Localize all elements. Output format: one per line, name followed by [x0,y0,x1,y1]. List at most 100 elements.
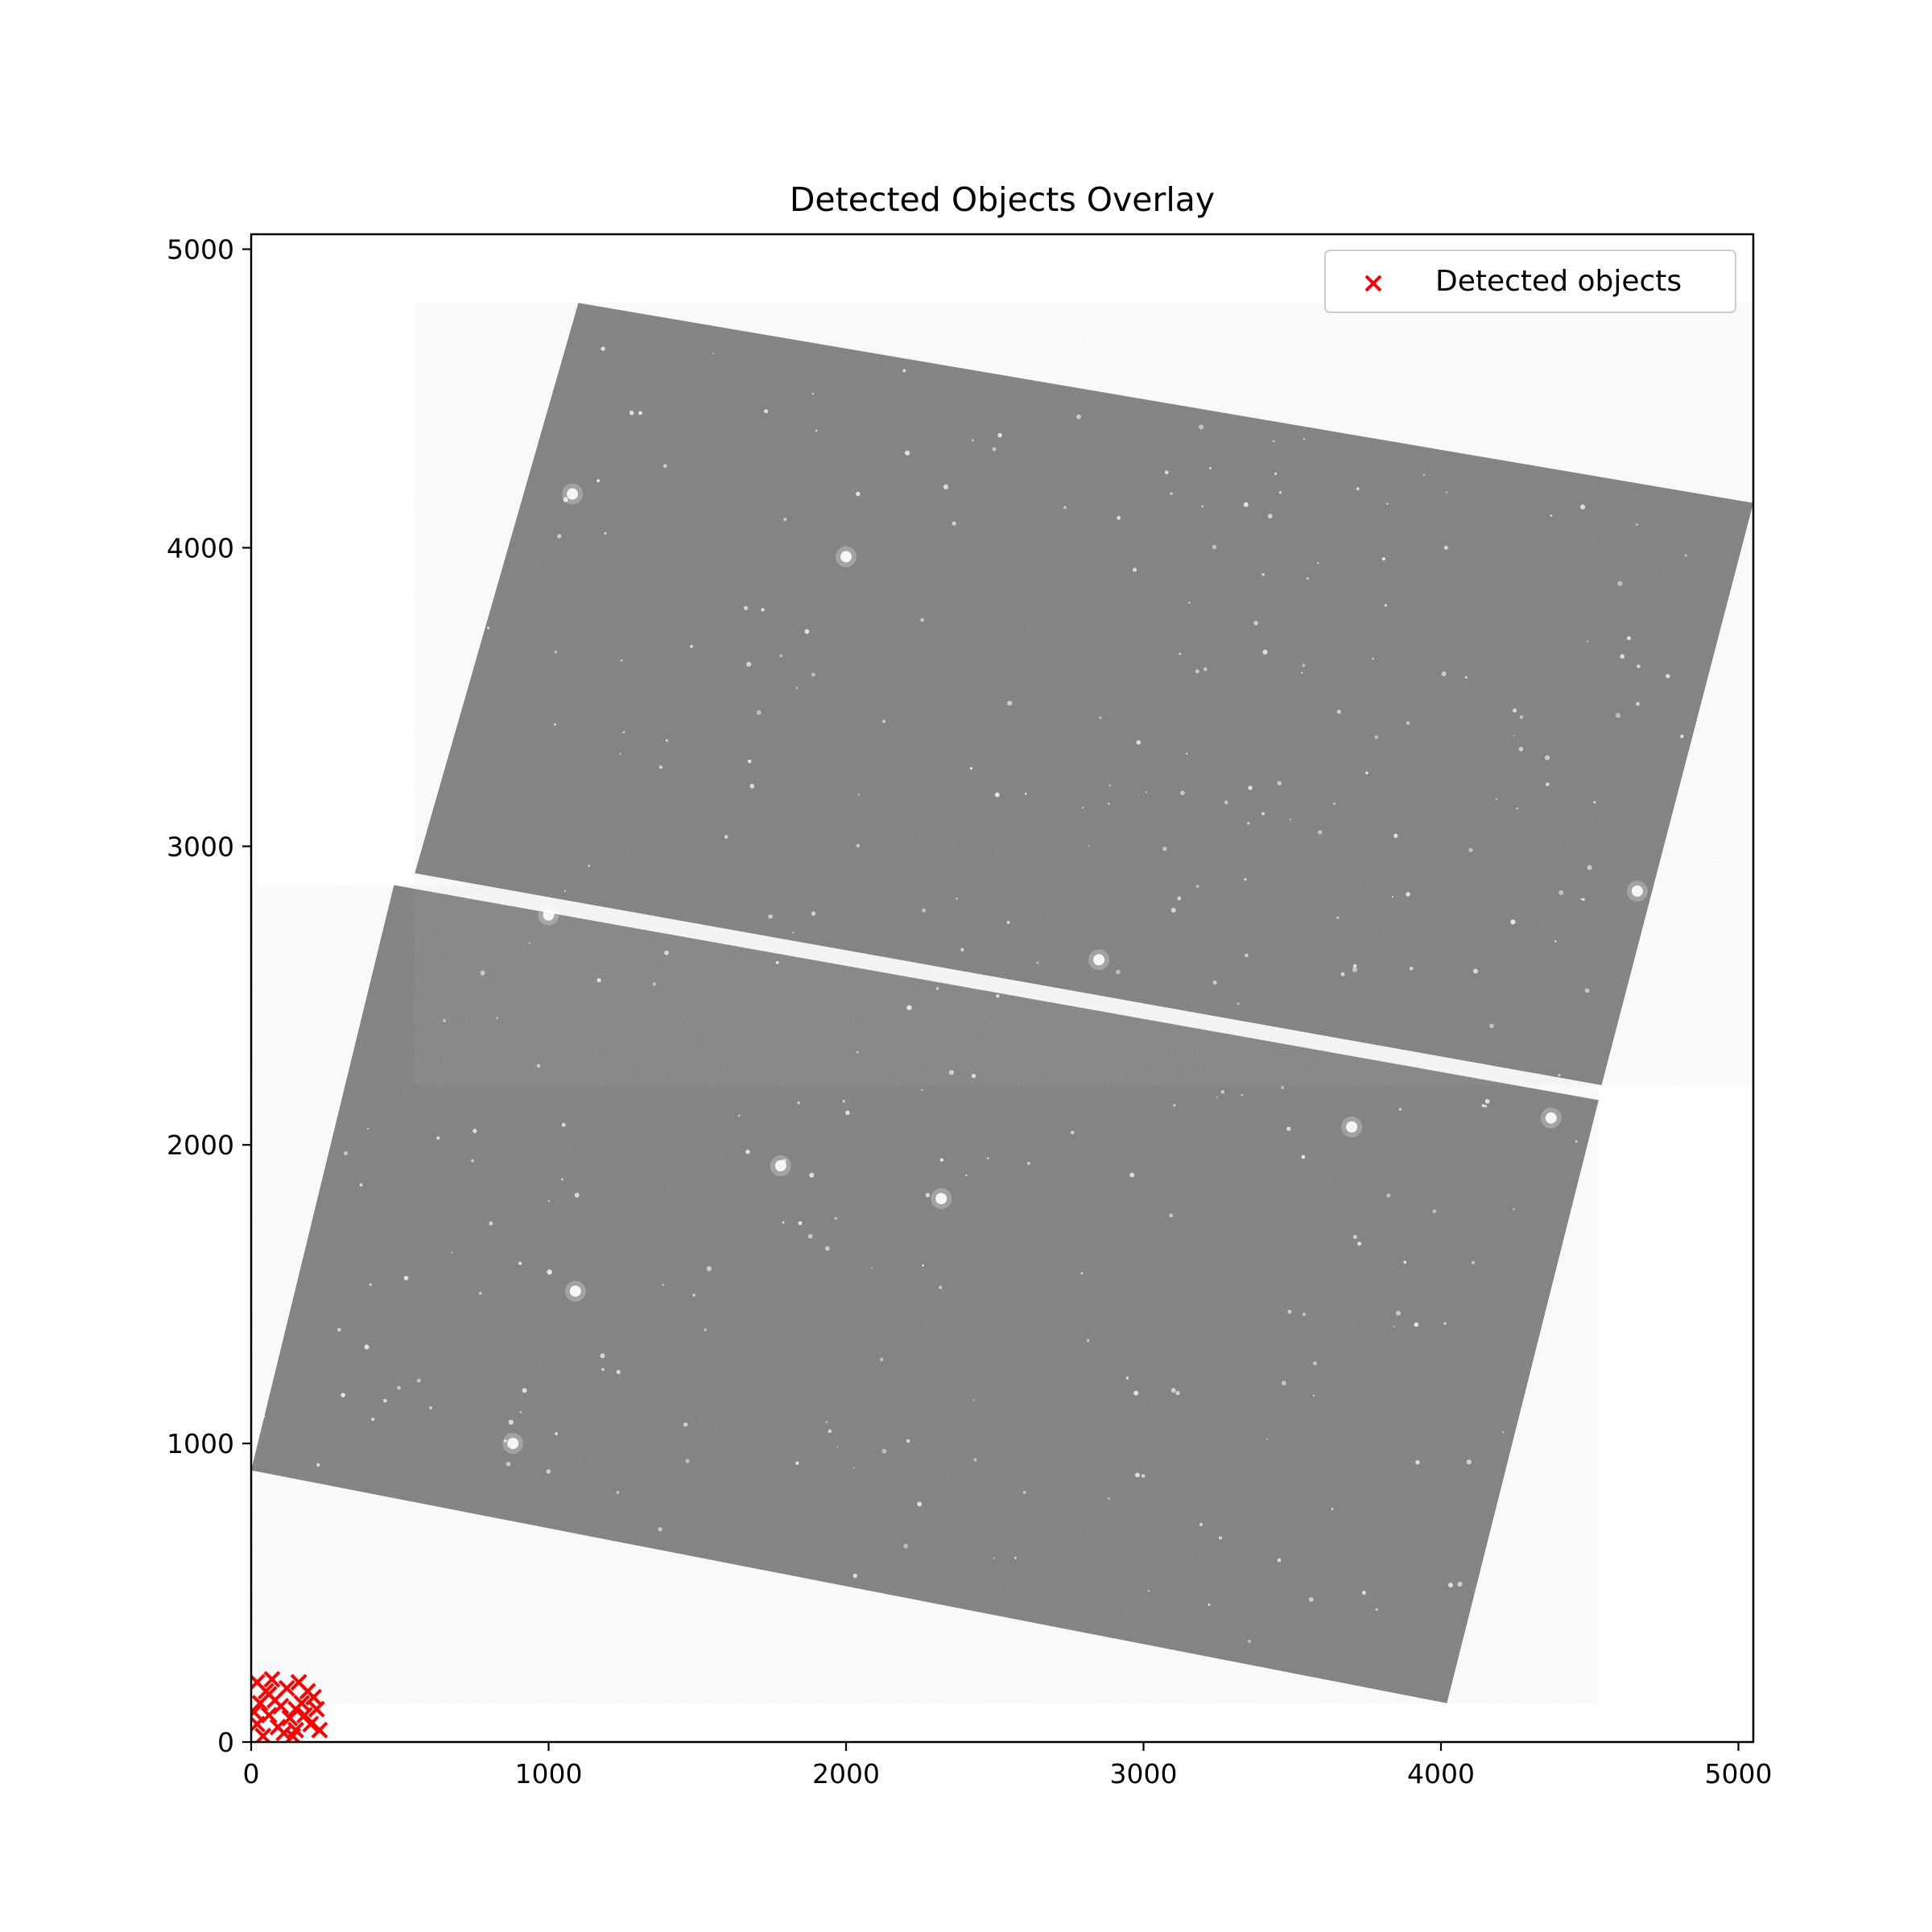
faint-source [600,1353,605,1359]
faint-source [952,521,956,526]
faint-source [704,1328,707,1331]
faint-source [436,1136,440,1140]
faint-source [1617,580,1623,586]
scatter-point-stroke [302,1715,320,1733]
scatter-point [263,1670,281,1688]
faint-source [478,1291,482,1295]
faint-source [1558,1073,1561,1077]
scatter-point-stroke [260,1686,278,1703]
faint-source [1201,505,1203,508]
scatter-point-stroke [272,1698,290,1715]
faint-source [337,1327,341,1331]
faint-source [825,1246,830,1251]
faint-source [1088,844,1090,847]
faint-source [737,1114,741,1117]
faint-source [1308,1597,1314,1603]
faint-source [1261,811,1265,815]
scatter-point-stroke [287,1700,304,1718]
faint-source [995,792,1000,798]
faint-source [616,1491,620,1494]
faint-source [856,491,861,497]
faint-source [768,914,773,919]
faint-source [943,484,949,489]
faint-source [1179,652,1182,655]
faint-source [797,1101,800,1104]
faint-source [1080,1272,1084,1275]
faint-source [712,353,715,355]
faint-source [903,1543,908,1549]
scatter-point-stroke [278,1679,295,1697]
faint-source [761,608,765,612]
faint-source [1164,470,1169,475]
faint-source [663,464,667,469]
faint-source [1076,414,1081,419]
faint-source [369,1283,373,1286]
faint-source [1545,782,1550,786]
faint-source [792,931,795,934]
faint-source [804,629,810,634]
scatter-point [260,1707,278,1724]
faint-source [664,950,669,956]
faint-source [1141,1474,1146,1478]
faint-source [1626,636,1631,641]
faint-source [973,1458,977,1462]
y-tick-label: 5000 [167,234,234,266]
bright-source-halo [770,1155,791,1177]
faint-source [553,723,556,726]
faint-source [1248,786,1253,791]
detected-objects-series [251,1670,328,1742]
faint-source [564,890,566,892]
bright-source-halo [502,1433,524,1455]
legend-marker [1364,275,1382,292]
faint-source [925,1192,930,1198]
faint-source [1575,1140,1578,1143]
scatter-point-stroke [251,1703,263,1718]
faint-source [795,1461,799,1465]
faint-source [1352,1234,1357,1240]
faint-source [1375,1608,1378,1612]
faint-source [1170,1388,1176,1393]
sky-image [251,303,1753,1703]
faint-source [902,369,906,373]
faint-source [1036,961,1039,964]
faint-source [366,1127,369,1130]
faint-source [921,1088,923,1092]
faint-source [1471,1261,1475,1265]
bright-source [543,909,555,921]
faint-source [601,1368,605,1372]
scatter-point [275,1724,293,1742]
scatter-point-stroke [290,1674,308,1691]
faint-source [706,1265,712,1272]
faint-source [1374,735,1379,740]
faint-source [496,1017,499,1019]
faint-source [1147,1590,1150,1592]
faint-source [1108,802,1110,805]
faint-source [588,864,591,868]
faint-source [1208,1603,1211,1606]
faint-source [825,1421,828,1424]
faint-source [1169,1213,1174,1218]
bright-source-halo [836,546,857,568]
faint-source [574,1192,580,1198]
faint-source [1117,515,1121,520]
faint-source [519,1410,522,1414]
faint-source [1317,830,1323,835]
plot-frame [250,233,1755,1744]
faint-source [939,1158,944,1162]
faint-source [1281,1381,1286,1386]
faint-source [857,794,860,796]
faint-source [685,1459,690,1463]
faint-source [1484,1104,1488,1108]
faint-source [1365,771,1368,775]
faint-source [1513,708,1517,713]
faint-source [852,1573,858,1579]
faint-source [811,672,815,677]
bright-source [1346,1121,1358,1133]
faint-source [1513,1208,1515,1211]
faint-source [1422,473,1426,477]
faint-source [1336,709,1341,714]
bright-source [1093,954,1105,966]
bright-sources [263,346,1687,1643]
faint-source [842,1100,845,1103]
faint-source [746,662,752,667]
